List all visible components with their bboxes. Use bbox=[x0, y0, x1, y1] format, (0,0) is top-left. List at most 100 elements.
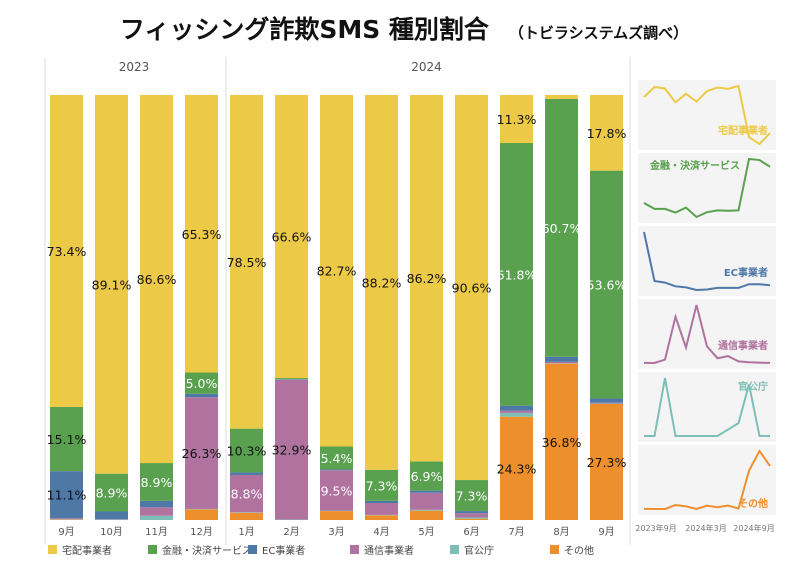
x-tick-label: 12月 bbox=[190, 526, 213, 538]
data-label: 89.1% bbox=[92, 277, 132, 292]
sparkline-panel bbox=[638, 226, 776, 296]
sparkline-x-tick: 2024年9月 bbox=[733, 523, 774, 533]
data-label: 90.6% bbox=[452, 281, 492, 296]
x-tick-label: 8月 bbox=[553, 526, 569, 538]
data-label: 65.3% bbox=[182, 227, 222, 242]
bar-segment bbox=[50, 95, 83, 407]
legend-swatch bbox=[248, 545, 257, 554]
data-label: 9.5% bbox=[321, 483, 353, 498]
bar-segment bbox=[365, 500, 398, 503]
sparkline-x-tick: 2023年9月 bbox=[635, 523, 676, 533]
bar-segment bbox=[545, 95, 578, 99]
bar-segment bbox=[95, 473, 128, 512]
data-label: 7.3% bbox=[456, 489, 488, 504]
sparkline-panel bbox=[638, 445, 776, 515]
bar-segment bbox=[95, 511, 128, 520]
bar-segment bbox=[230, 512, 263, 520]
data-label: 73.4% bbox=[47, 244, 87, 259]
x-tick-label: 10月 bbox=[100, 526, 123, 538]
legend-label: 官公庁 bbox=[464, 544, 494, 557]
bar-segment bbox=[590, 95, 623, 171]
data-label: 60.7% bbox=[542, 221, 582, 236]
data-label: 24.3% bbox=[497, 461, 537, 476]
bar-segment bbox=[275, 378, 308, 380]
legend-swatch bbox=[148, 545, 157, 554]
bar-segment bbox=[230, 472, 263, 475]
data-label: 36.8% bbox=[542, 435, 582, 450]
sparkline-label: 官公庁 bbox=[738, 380, 768, 393]
legend-label: 宅配事業者 bbox=[62, 544, 112, 557]
bar-segment bbox=[410, 510, 443, 520]
data-label: 86.2% bbox=[407, 271, 447, 286]
data-label: 8.8% bbox=[231, 487, 263, 502]
bar-segment bbox=[410, 461, 443, 491]
data-label: 32.9% bbox=[272, 443, 312, 458]
bar-segment bbox=[410, 490, 443, 493]
data-label: 17.8% bbox=[587, 126, 627, 141]
sparkline-line bbox=[643, 84, 771, 146]
data-label: 61.8% bbox=[497, 267, 537, 282]
x-tick-label: 2月 bbox=[283, 526, 299, 538]
x-tick-label: 6月 bbox=[463, 526, 479, 538]
data-label: 7.3% bbox=[366, 478, 398, 493]
x-tick-label: 3月 bbox=[328, 526, 344, 538]
chart-title: フィッシング詐欺SMS 種別割合 （トビラシステムズ調べ） bbox=[0, 10, 808, 46]
sparkline-label: その他 bbox=[738, 497, 768, 510]
bar-segment bbox=[455, 480, 488, 512]
data-label: 6.9% bbox=[411, 469, 443, 484]
bar-segment bbox=[140, 515, 173, 520]
bar-segment bbox=[500, 95, 533, 144]
data-label: 27.3% bbox=[587, 455, 627, 470]
bar-segment bbox=[545, 363, 578, 520]
bar-segment bbox=[185, 393, 218, 398]
year-label: 2023 bbox=[119, 60, 150, 74]
data-label: 82.7% bbox=[317, 264, 357, 279]
bar-segment bbox=[230, 428, 263, 473]
bar-segment bbox=[185, 509, 218, 520]
bar-segment bbox=[140, 500, 173, 508]
bar-segment bbox=[140, 463, 173, 501]
bar-segment bbox=[320, 446, 353, 470]
data-label: 5.0% bbox=[186, 376, 218, 391]
bar-segment bbox=[50, 518, 83, 520]
data-label: 8.9% bbox=[96, 486, 128, 501]
bar-segment bbox=[455, 511, 488, 514]
bar-segment bbox=[320, 511, 353, 520]
bar-segment bbox=[50, 406, 83, 472]
sparkline-line bbox=[643, 304, 771, 365]
sparkline-label: 通信事業者 bbox=[718, 339, 768, 352]
sparkline-line bbox=[643, 449, 771, 511]
legend-label: EC事業者 bbox=[262, 544, 305, 557]
x-tick-label: 4月 bbox=[373, 526, 389, 538]
data-label: 78.5% bbox=[227, 255, 267, 270]
sparkline-label: 宅配事業者 bbox=[718, 124, 768, 137]
legend-swatch bbox=[450, 545, 459, 554]
bar-segment bbox=[230, 474, 263, 513]
bar-segment bbox=[590, 170, 623, 399]
x-tick-label: 1月 bbox=[238, 526, 254, 538]
bar-segment bbox=[590, 403, 623, 520]
bar-segment bbox=[185, 397, 218, 509]
data-label: 53.6% bbox=[587, 278, 627, 293]
data-label: 10.3% bbox=[227, 444, 267, 459]
bar-segment bbox=[455, 518, 488, 520]
data-label: 5.4% bbox=[321, 451, 353, 466]
x-tick-label: 7月 bbox=[508, 526, 524, 538]
bar-segment bbox=[365, 469, 398, 501]
x-tick-label: 9月 bbox=[58, 526, 74, 538]
sparkline-line bbox=[643, 157, 771, 219]
bar-segment bbox=[320, 470, 353, 511]
bar-segment bbox=[455, 95, 488, 481]
data-label: 26.3% bbox=[182, 446, 222, 461]
bar-segment bbox=[140, 95, 173, 464]
bar-segment bbox=[95, 95, 128, 474]
data-label: 66.6% bbox=[272, 230, 312, 245]
sparkline-panel bbox=[638, 299, 776, 369]
bar-segment bbox=[230, 95, 263, 429]
legend-label: 通信事業者 bbox=[364, 544, 414, 557]
bar-segment bbox=[275, 95, 308, 379]
sparkline-label: 金融・決済サービス bbox=[649, 159, 740, 172]
bar-segment bbox=[140, 507, 173, 516]
bar-segment bbox=[500, 412, 533, 417]
